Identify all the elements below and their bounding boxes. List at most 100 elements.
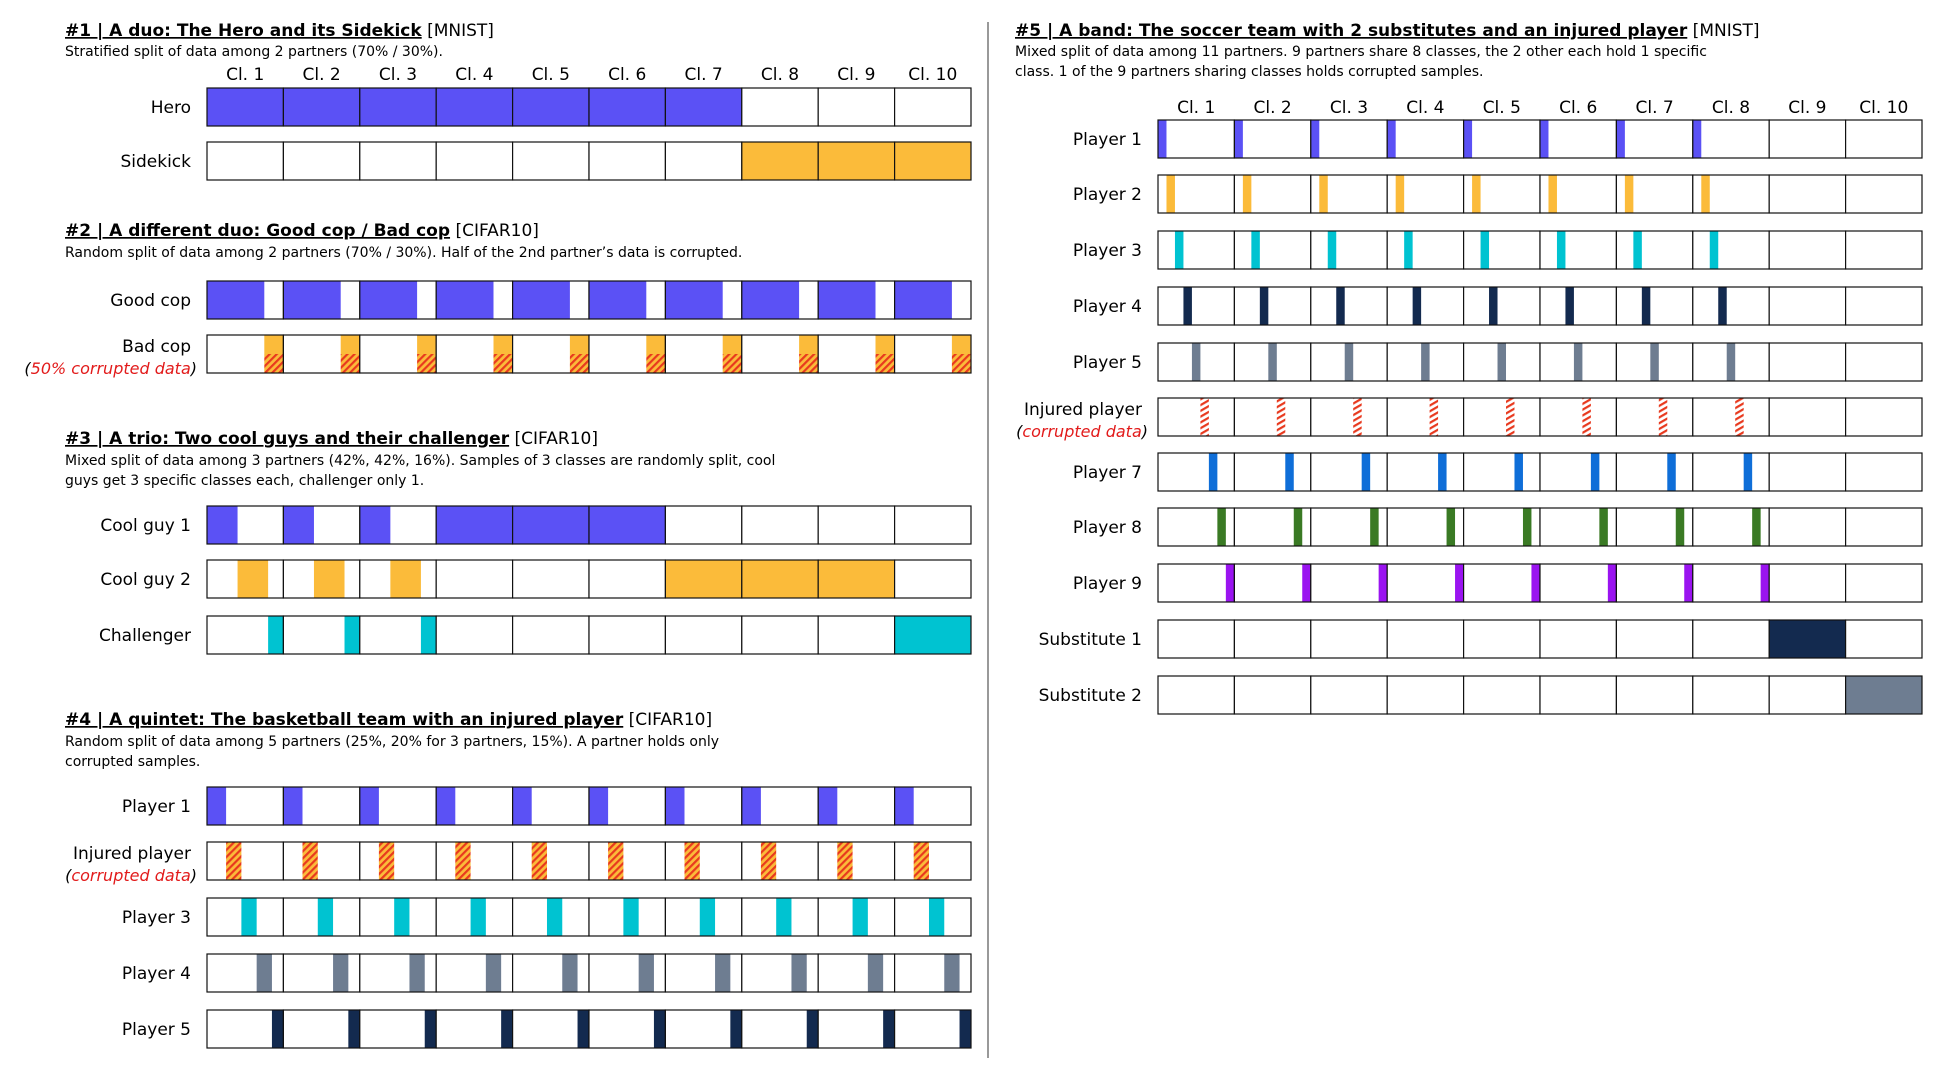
data-block (1633, 231, 1642, 269)
class-cell (893, 141, 972, 181)
class-cell (359, 280, 437, 320)
class-cell (206, 897, 285, 937)
class-cell (1692, 230, 1770, 270)
class-cell (1462, 563, 1541, 603)
data-block (875, 335, 895, 354)
data-block (1489, 287, 1498, 325)
class-cell (664, 280, 743, 320)
class-label: Cl. 3 (379, 65, 417, 85)
data-block (1242, 175, 1252, 213)
data-block (818, 560, 895, 598)
class-cell (1768, 119, 1847, 159)
class-cell (1768, 452, 1847, 492)
class-cell (1462, 675, 1541, 715)
corrupted-block (608, 842, 624, 880)
data-block (1760, 564, 1770, 602)
class-cell (359, 87, 437, 127)
class-cell (1615, 286, 1694, 326)
class-cell (511, 559, 590, 599)
class-label: Cl. 4 (455, 65, 493, 85)
partner-label: Player 5 (1073, 353, 1142, 373)
cell-border (893, 953, 972, 993)
partner-row: Cool guy 1 (100, 505, 972, 545)
class-cell (1539, 563, 1618, 603)
data-block (1548, 175, 1557, 213)
corrupted-block (913, 842, 929, 880)
class-cell (206, 87, 285, 127)
partner-row: Challenger (99, 615, 972, 655)
partner-row: Substitute 1 (1039, 619, 1923, 659)
class-cell (588, 841, 667, 881)
class-cell (206, 615, 285, 655)
data-block (646, 335, 666, 354)
class-cell (1462, 174, 1541, 214)
data-block (1319, 175, 1328, 213)
data-block (1387, 120, 1396, 158)
partner-row: Player 4 (122, 953, 972, 993)
class-cell (664, 615, 743, 655)
class-cell (893, 786, 972, 826)
class-cell (664, 559, 743, 599)
class-cell (1386, 342, 1465, 382)
data-block (1158, 120, 1167, 158)
class-cell (1692, 286, 1770, 326)
class-cell (1615, 119, 1694, 159)
scenario-description: guys get 3 specific classes each, challe… (65, 473, 424, 489)
partner-row: Player 1 (122, 786, 972, 826)
data-block (1497, 343, 1507, 381)
corrupted-block (417, 354, 437, 373)
data-block (512, 281, 570, 319)
class-cell (1157, 507, 1236, 547)
data-block (394, 898, 410, 936)
cell-border (893, 87, 972, 127)
class-cell (893, 280, 972, 320)
class-cell (282, 841, 361, 881)
class-cell (511, 505, 590, 545)
class-cell (1539, 119, 1618, 159)
class-cell (664, 1009, 743, 1049)
scenario-dataset-tag: [MNIST] (1687, 21, 1759, 41)
data-block (665, 281, 723, 319)
data-block (1259, 287, 1269, 325)
class-cell (1233, 619, 1312, 659)
data-block (1540, 120, 1549, 158)
class-cell (1310, 397, 1388, 437)
data-block (546, 898, 563, 936)
corrupted-block (684, 842, 700, 880)
data-block (1336, 287, 1345, 325)
data-block (501, 1010, 513, 1048)
cell-border (1844, 563, 1923, 603)
data-block (1174, 231, 1184, 269)
class-cell (435, 505, 514, 545)
data-block (256, 954, 272, 992)
partner-row: Cool guy 2 (100, 559, 972, 599)
data-block (1234, 120, 1243, 158)
class-cell (817, 841, 896, 881)
class-label: Cl. 6 (608, 65, 646, 85)
class-cell (588, 505, 667, 545)
data-block (928, 898, 945, 936)
data-block (1310, 120, 1320, 158)
scenario-dataset-tag: [CIFAR10] (509, 429, 598, 449)
data-block (1217, 508, 1226, 546)
class-cell (893, 505, 972, 545)
class-cell (1462, 507, 1541, 547)
data-block (1421, 343, 1430, 381)
class-cell (206, 1009, 285, 1049)
class-cell (359, 615, 437, 655)
class-cell (1539, 675, 1618, 715)
data-block (577, 1010, 589, 1048)
class-cell (1615, 342, 1694, 382)
class-cell (1157, 619, 1236, 659)
class-cell (435, 87, 514, 127)
cell-border (1844, 507, 1923, 547)
corrupted-block (1582, 398, 1591, 436)
data-block (1208, 453, 1218, 491)
data-block (1701, 175, 1710, 213)
data-block (1183, 287, 1192, 325)
data-block (1675, 508, 1685, 546)
scenario-dataset-tag: [MNIST] (422, 21, 494, 41)
class-label: Cl. 6 (1559, 98, 1597, 118)
class-cell (511, 334, 590, 374)
scenario-description: Random split of data among 2 partners (7… (65, 245, 742, 261)
